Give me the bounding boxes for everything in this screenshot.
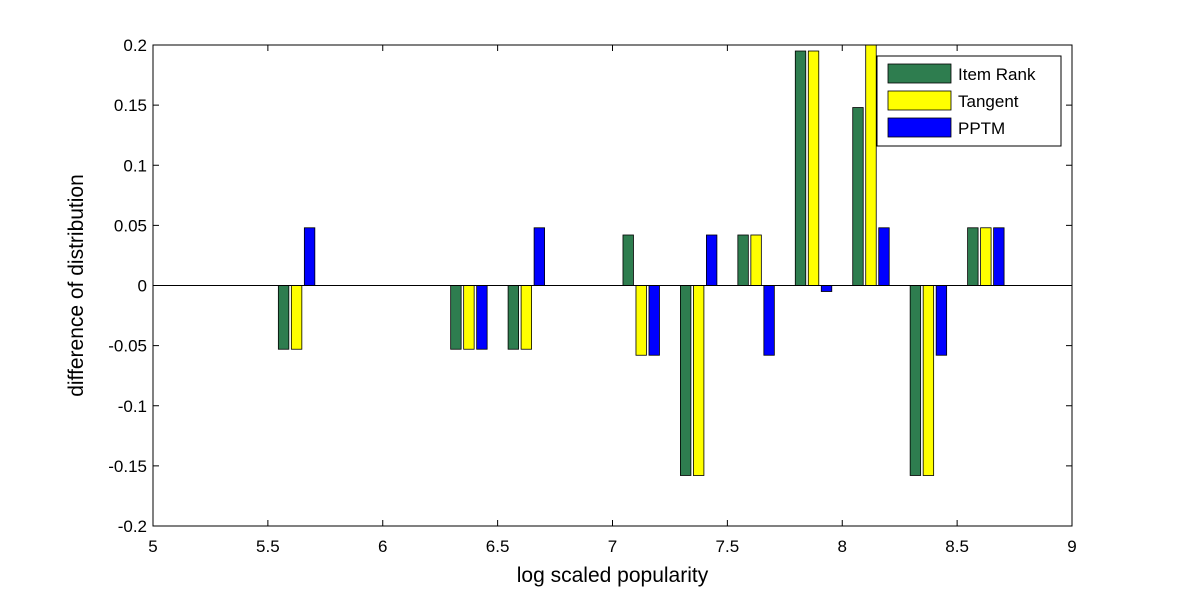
bar-tangent: [980, 227, 992, 286]
legend: Item Rank Tangent PPTM: [876, 55, 1062, 147]
y-axis-title: difference of distribution: [65, 174, 88, 397]
bar-tangent: [635, 285, 647, 356]
bar-item-rank: [622, 234, 634, 286]
bar-item-rank: [967, 227, 979, 286]
bar-tangent: [520, 285, 532, 350]
bar-item-rank: [852, 107, 864, 286]
bar-item-rank: [794, 50, 807, 286]
x-tick-label: 7: [608, 537, 617, 556]
legend-label-pptm: PPTM: [958, 119, 1005, 138]
y-axis: -0.2 -0.15 -0.1 -0.05 0 0.05 0.1 0.15 0.2: [108, 36, 1072, 536]
y-tick-label: 0.05: [114, 216, 147, 235]
x-tick-label: 5.5: [256, 537, 280, 556]
bar-tangent: [807, 50, 820, 286]
x-axis: 5 5.5 6 6.5 7 7.5 8 8.5 9: [148, 45, 1077, 556]
x-axis-title: log scaled popularity: [517, 564, 709, 587]
bar-pptm: [648, 285, 660, 356]
y-tick-label: 0.1: [123, 156, 147, 175]
legend-swatch-pptm: [887, 117, 952, 138]
bar-item-rank: [450, 285, 462, 350]
bar-pptm: [303, 227, 316, 286]
bar-pptm: [993, 227, 1005, 286]
bar-item-rank: [909, 285, 922, 476]
bar-tangent: [750, 234, 762, 286]
bar-tangent: [693, 285, 705, 476]
bar-tangent: [290, 285, 303, 350]
bar-item-rank: [737, 234, 749, 286]
bar-item-rank: [507, 285, 519, 350]
x-tick-label: 5: [148, 537, 157, 556]
x-tick-label: 6: [378, 537, 387, 556]
legend-swatch-tangent: [887, 90, 952, 111]
y-tick-label: -0.15: [108, 457, 147, 476]
x-tick-label: 6.5: [486, 537, 510, 556]
bar-pptm: [476, 285, 488, 350]
legend-label-tangent: Tangent: [958, 92, 1019, 111]
y-tick-label: -0.1: [118, 397, 147, 416]
x-tick-label: 7.5: [716, 537, 740, 556]
bar-tangent: [922, 285, 935, 476]
bar-tangent: [865, 44, 877, 286]
bar-pptm: [533, 227, 545, 286]
bar-pptm: [878, 227, 890, 286]
bar-item-rank: [277, 285, 290, 350]
bar-pptm: [706, 234, 718, 286]
x-tick-label: 8: [838, 537, 847, 556]
bar-tangent: [463, 285, 475, 350]
x-tick-label: 9: [1067, 537, 1076, 556]
y-tick-label: -0.05: [108, 337, 147, 356]
x-tick-label: 8.5: [945, 537, 969, 556]
y-tick-label: 0: [138, 277, 147, 296]
bar-pptm: [820, 285, 833, 292]
bar-pptm: [935, 285, 948, 356]
bar-item-rank: [680, 285, 692, 476]
legend-swatch-item-rank: [887, 63, 952, 84]
legend-label-item-rank: Item Rank: [958, 65, 1036, 84]
y-tick-label: 0.15: [114, 96, 147, 115]
y-tick-label: 0.2: [123, 36, 147, 55]
bar-pptm: [763, 285, 775, 356]
y-tick-label: -0.2: [118, 517, 147, 536]
